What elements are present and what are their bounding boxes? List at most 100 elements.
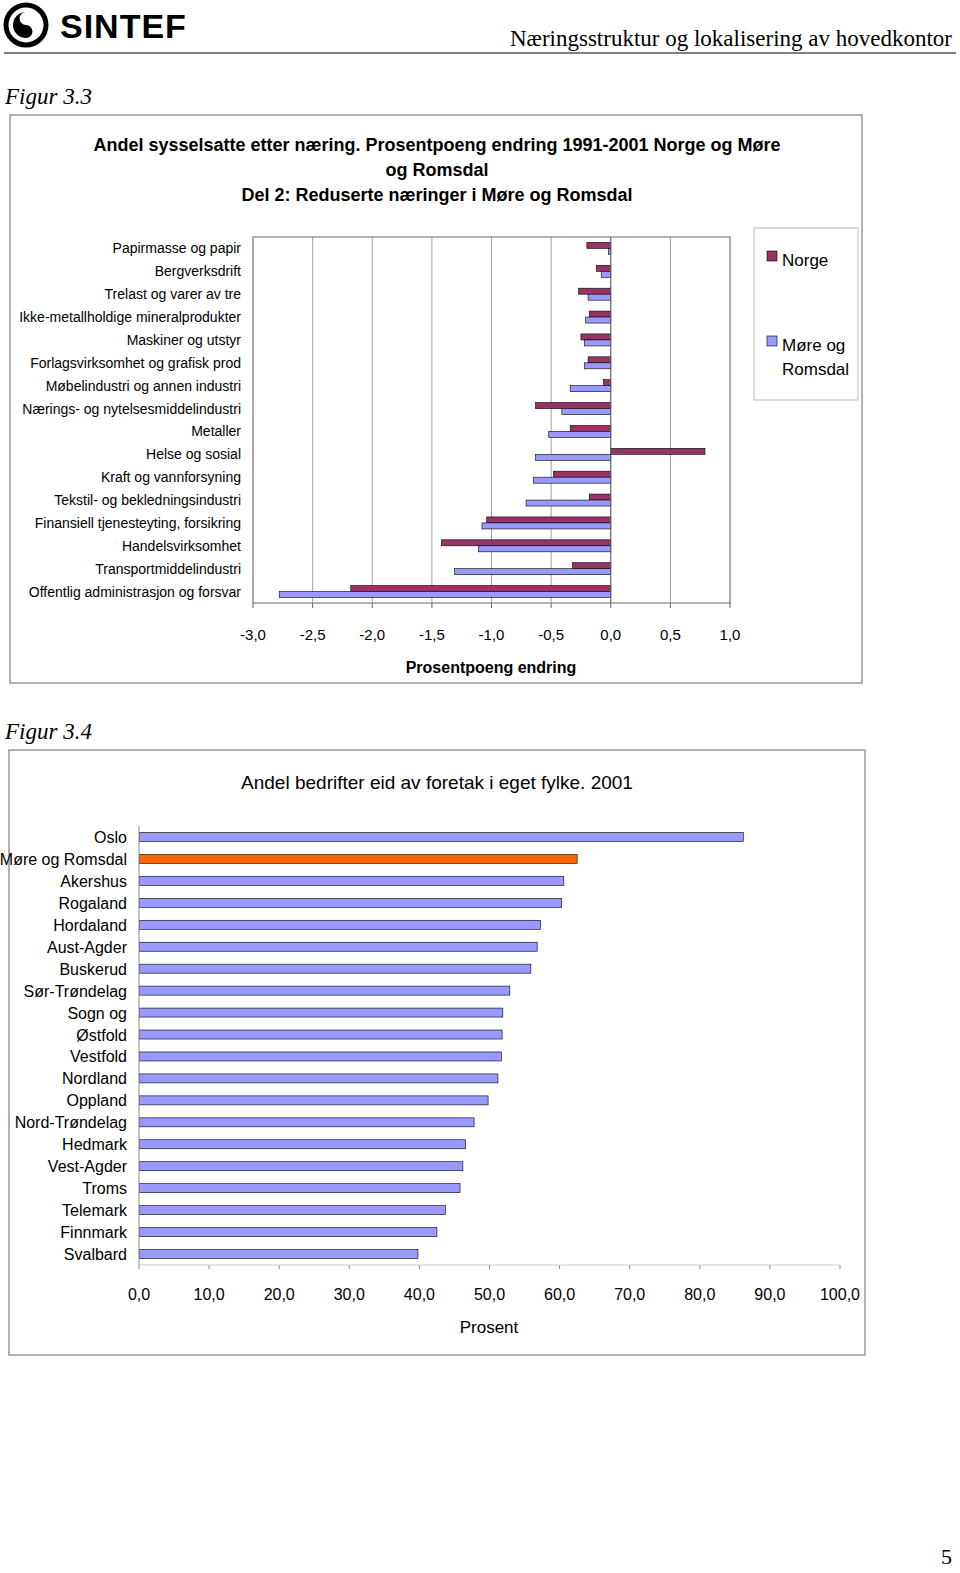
category-label: Transportmiddelindustri <box>95 561 241 577</box>
subtitle: Del 2: Reduserte næringer i Møre og Roms… <box>241 185 632 205</box>
bar <box>487 517 611 523</box>
header-rule <box>4 52 956 53</box>
tick <box>769 1265 770 1269</box>
text-line: Norge <box>782 251 828 270</box>
bar <box>579 288 611 294</box>
legend-swatch <box>767 251 777 261</box>
category-label: Sogn og <box>67 1005 127 1022</box>
grid-line <box>253 237 254 603</box>
bar <box>589 494 610 500</box>
tick-label: 60,0 <box>544 1286 575 1303</box>
bar <box>139 898 562 907</box>
logo: SINTEF <box>6 5 187 45</box>
category-label: Tekstil- og bekledningsindustri <box>54 492 241 508</box>
text-line: Romsdal <box>782 360 849 379</box>
grid-line <box>431 237 432 603</box>
category-label: Vest-Agder <box>48 1158 128 1175</box>
bar <box>139 1008 503 1017</box>
category-label: Handelsvirksomhet <box>122 538 241 554</box>
legend-swatch <box>767 336 777 346</box>
bar <box>139 854 577 863</box>
zero-line <box>610 237 611 603</box>
tick-label: 1,0 <box>720 626 741 643</box>
grid-line <box>372 237 373 603</box>
bar <box>139 942 537 951</box>
tick <box>139 1265 140 1269</box>
category-label: Helse og sosial <box>146 446 241 462</box>
category-label: Papirmasse og papir <box>113 240 242 256</box>
grid-line <box>670 237 671 603</box>
text-line: Møre og <box>782 336 845 355</box>
category-label: Møre og Romsdal <box>0 851 127 868</box>
grid-line <box>610 237 611 603</box>
chart: Andel sysselsatte etter næring. Prosentp… <box>10 115 862 683</box>
tick <box>730 603 731 608</box>
tick <box>253 603 254 608</box>
category-label: Metaller <box>191 423 241 439</box>
category-label: Hedmark <box>62 1136 128 1153</box>
bars <box>139 832 743 1258</box>
bar <box>604 380 611 386</box>
chart-frame <box>10 115 862 683</box>
legend: Norge Møre og Romsdal <box>754 228 858 400</box>
tick-label: 50,0 <box>474 1286 505 1303</box>
logo-ring <box>6 5 46 45</box>
legend-label: Møre og Romsdal <box>782 336 849 379</box>
bar <box>139 876 564 885</box>
tick-label: 100,0 <box>820 1286 860 1303</box>
bar <box>586 317 611 323</box>
figure-label: Figur 3.3 <box>4 84 92 109</box>
bars <box>279 242 705 597</box>
bar <box>562 409 611 415</box>
bar <box>139 1096 488 1105</box>
bar <box>139 1184 460 1193</box>
page: SINTEF Næringsstruktur og lokalisering av… <box>0 0 960 1573</box>
category-label: Bergverksdrift <box>155 263 241 279</box>
text-line: Andel sysselsatte etter næring. Prosentp… <box>93 135 780 155</box>
grid-line <box>730 237 731 603</box>
bar <box>588 357 611 363</box>
category-label: Hordaland <box>53 917 127 934</box>
bar <box>570 386 611 392</box>
tick <box>551 603 552 608</box>
bar <box>139 964 531 973</box>
bar <box>570 425 611 431</box>
category-label: Møbelindustri og annen industri <box>46 378 241 394</box>
bar <box>139 1074 498 1083</box>
tick <box>629 1265 630 1269</box>
tick-label: 30,0 <box>334 1286 365 1303</box>
grid-line <box>312 237 313 603</box>
tick <box>489 1265 490 1269</box>
category-label: Vestfold <box>70 1048 127 1065</box>
tick <box>349 1265 350 1269</box>
bar <box>139 1052 501 1061</box>
category-label: Østfold <box>76 1027 127 1044</box>
bar <box>585 363 611 369</box>
category-label: Troms <box>82 1180 127 1197</box>
category-label: Rogaland <box>59 895 128 912</box>
bar <box>585 340 611 346</box>
tick-label: -2,5 <box>300 626 326 643</box>
category-label: Svalbard <box>64 1246 127 1263</box>
category-label: Sør-Trøndelag <box>24 983 127 1000</box>
tick-label: -0,5 <box>538 626 564 643</box>
axis-line <box>139 1265 840 1266</box>
bar <box>139 1228 437 1237</box>
category-label: Offentlig administrasjon og forsvar <box>29 584 242 600</box>
tick <box>559 1265 560 1269</box>
axis-line <box>139 826 140 1265</box>
legend-frame <box>754 228 858 400</box>
tick <box>372 603 373 608</box>
chart-frame <box>9 750 865 1355</box>
tick <box>699 1265 700 1269</box>
header: Næringsstruktur og lokalisering av hoved… <box>510 26 952 51</box>
bar <box>596 265 610 271</box>
tick-label: 0,0 <box>128 1286 150 1303</box>
bar <box>536 454 611 460</box>
bar <box>588 294 611 300</box>
category-label: Finansiell tjenesteyting, forsikring <box>35 515 241 531</box>
tick-label: -1,0 <box>479 626 505 643</box>
bar <box>139 1162 463 1171</box>
bar <box>573 563 611 569</box>
bar <box>441 540 610 546</box>
